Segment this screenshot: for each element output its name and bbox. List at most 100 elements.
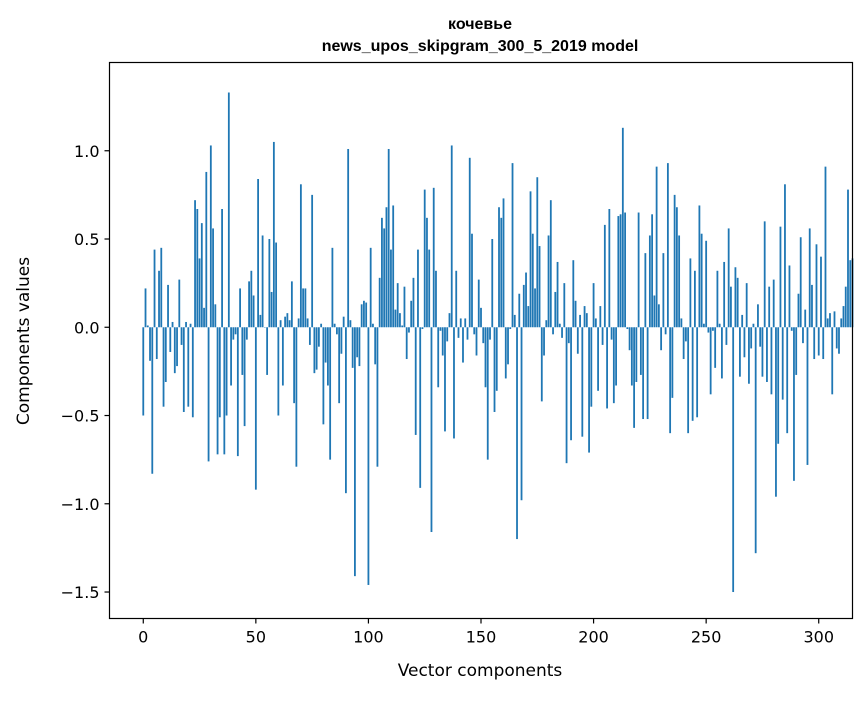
bar-149 [478, 280, 480, 328]
bar-243 [689, 258, 691, 327]
bar-187 [563, 283, 565, 327]
bar-134 [444, 327, 446, 431]
bar-202 [597, 327, 599, 391]
bar-87 [338, 327, 340, 403]
bar-110 [390, 250, 392, 328]
bar-245 [694, 271, 696, 327]
y-tick-label: −0.5 [61, 407, 100, 426]
bar-269 [748, 327, 750, 383]
bar-300 [818, 327, 820, 355]
bar-249 [703, 324, 705, 328]
bar-171 [527, 306, 529, 327]
bar-26 [201, 223, 203, 327]
bar-103 [374, 327, 376, 364]
bar-217 [631, 327, 633, 385]
bar-188 [566, 327, 568, 463]
bar-250 [705, 241, 707, 327]
bar-155 [491, 239, 493, 327]
bar-139 [455, 271, 457, 327]
bar-29 [208, 327, 210, 461]
bar-213 [622, 128, 624, 327]
x-tick-label: 150 [466, 628, 497, 647]
bar-162 [507, 327, 509, 364]
bar-4 [151, 327, 153, 474]
bar-124 [422, 327, 424, 329]
bar-222 [642, 327, 644, 419]
bar-116 [404, 287, 406, 328]
bar-83 [329, 327, 331, 459]
bar-120 [413, 278, 415, 327]
bar-53 [262, 235, 264, 327]
bar-210 [615, 327, 617, 385]
bar-102 [372, 324, 374, 328]
bar-57 [271, 292, 273, 327]
bar-212 [620, 214, 622, 327]
bar-233 [667, 163, 669, 327]
bar-122 [417, 250, 419, 328]
bar-109 [388, 149, 390, 327]
bar-311 [843, 306, 845, 327]
bar-43 [239, 288, 241, 327]
bar-88 [341, 327, 343, 353]
bar-158 [498, 207, 500, 327]
bar-30 [210, 145, 212, 327]
bar-173 [532, 234, 534, 328]
bar-62 [282, 327, 284, 385]
bar-31 [212, 228, 214, 327]
bar-199 [590, 327, 592, 406]
bar-167 [518, 294, 520, 328]
bar-267 [744, 327, 746, 357]
bar-247 [699, 205, 701, 327]
bar-264 [737, 278, 739, 327]
bar-201 [595, 318, 597, 327]
y-tick-label: 1.0 [74, 142, 99, 161]
bar-20 [187, 327, 189, 406]
x-axis-label: Vector components [398, 661, 563, 681]
bar-263 [735, 267, 737, 327]
bar-306 [831, 327, 833, 394]
bar-61 [280, 320, 282, 327]
bar-49 [253, 295, 255, 327]
bar-299 [816, 244, 818, 327]
bar-147 [473, 327, 475, 334]
bar-1 [145, 288, 147, 327]
bar-106 [381, 218, 383, 327]
bar-115 [401, 326, 403, 328]
bar-154 [489, 327, 491, 339]
bar-293 [802, 327, 804, 343]
bar-239 [680, 318, 682, 327]
bar-190 [570, 327, 572, 440]
bar-204 [602, 327, 604, 345]
bar-177 [541, 327, 543, 401]
bar-178 [543, 327, 545, 355]
bar-44 [241, 327, 243, 375]
bar-211 [617, 216, 619, 327]
bar-6 [156, 327, 158, 359]
bar-156 [494, 327, 496, 412]
bar-39 [230, 327, 232, 385]
bar-13 [172, 322, 174, 327]
bar-104 [377, 327, 379, 466]
bar-225 [649, 235, 651, 327]
bar-301 [820, 257, 822, 328]
bar-0 [142, 327, 144, 415]
bar-232 [665, 327, 667, 334]
bar-261 [730, 287, 732, 328]
bar-11 [167, 285, 169, 327]
bar-65 [289, 320, 291, 327]
bar-101 [370, 248, 372, 327]
bar-290 [795, 327, 797, 375]
bar-313 [847, 190, 849, 328]
bar-41 [235, 327, 237, 334]
bar-68 [295, 327, 297, 466]
bar-56 [268, 239, 270, 327]
bar-73 [307, 318, 309, 327]
bar-141 [460, 318, 462, 327]
bar-200 [593, 283, 595, 327]
bar-81 [325, 327, 327, 362]
bar-144 [467, 327, 469, 339]
bar-42 [237, 327, 239, 456]
bar-205 [604, 225, 606, 327]
y-tick-label: −1.5 [61, 583, 100, 602]
